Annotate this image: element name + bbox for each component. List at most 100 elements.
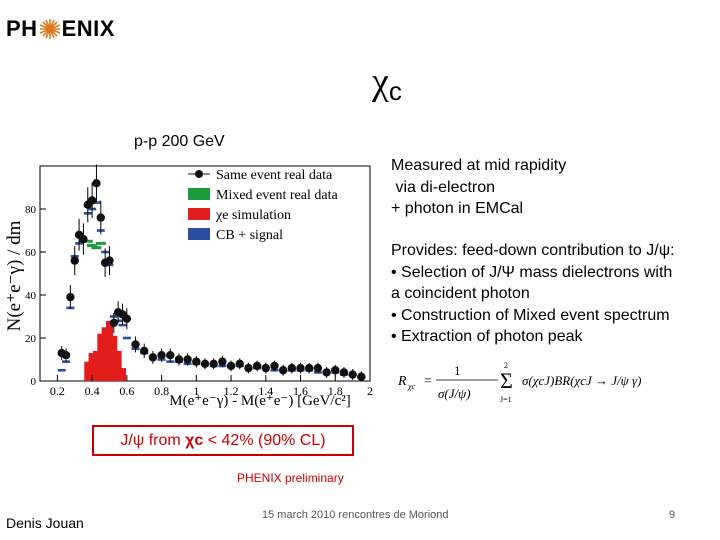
x-tick-label: 1.4 [258,384,273,398]
data-point [261,363,270,373]
x-tick-label: 1 [193,384,199,398]
data-point [166,351,175,360]
data-point [218,357,227,366]
measured-line-3: + photon in EMCal [391,200,524,217]
data-point [331,366,340,375]
data-point [92,179,101,188]
data-point [270,361,279,371]
x-tick-label: 0.4 [85,384,100,398]
sim-bar [114,350,122,381]
footer-author: Denis Jouan [6,515,84,531]
sim-bar [101,327,109,381]
data-point [61,351,71,360]
x-tick-label: 0.8 [154,384,169,398]
svg-text:=: = [424,374,432,389]
y-tick-label: 60 [25,247,37,259]
result-box: J/ψ from χc < 42% (90% CL) [92,425,354,456]
legend-label: Mixed event real data [216,188,338,203]
data-point [287,363,297,373]
measured-line-1: Measured at mid rapidity [391,157,567,174]
provides-line-3: a coincident photon [391,285,530,302]
y-tick-label: 80 [25,204,37,216]
x-tick-label: 2 [367,384,373,398]
sim-bar [97,333,105,381]
data-point [322,368,331,377]
phenix-star-icon [39,19,60,39]
formula-body: σ(χcJ)BR(χcJ → J/ψ γ) [522,373,641,388]
legend-marker [188,228,210,240]
mass-difference-chart: N(e⁺e⁻γ) / dm 0.2 0.4 0.6 0.8 1 1.2 1.4 1.6 1.8 2… [4,164,373,409]
footer-center: 15 march 2010 rencontres de Moriond [262,509,449,521]
data-point [183,355,192,364]
data-point [313,363,323,373]
result-prefix: J/ψ from [120,432,186,449]
y-axis-label: N(e⁺e⁻γ) / dm [4,220,25,331]
legend-marker [188,208,210,220]
data-point [244,363,253,373]
y-tick-label: 20 [25,333,37,345]
data-point [357,372,366,381]
ratio-formula: R χc = 1 σ(J/ψ) 2 Σ J=1 σ(χcJ)BR(χcJ → J… [398,361,641,404]
data-point [209,359,218,368]
formula-lhs-sub: χc [407,382,416,391]
data-point [87,196,97,205]
provides-line-5: • Extraction of photon peak [391,328,583,345]
logo-text-right: ENIX [61,16,115,41]
provides-line-2: • Selection of J/Ψ mass dielectrons with [391,263,673,281]
sim-bar [92,350,100,381]
measured-line-2: via di-electron [391,178,496,196]
sim-bar [105,320,113,381]
simulation-bars [84,320,126,381]
legend-label: CB + signal [216,228,283,243]
data-point [105,256,114,265]
slide-title: χc [372,60,402,107]
formula-sum-top: 2 [504,361,508,370]
data-point [235,359,244,368]
data-point [278,366,288,375]
x-tick-label: 1.6 [293,384,308,398]
data-point [348,370,357,379]
result-chi: χc [185,432,204,449]
data-point [192,357,201,366]
page-number: 9 [669,509,676,521]
legend-marker [188,188,210,200]
x-tick-label: 1.2 [224,384,239,398]
sim-bar [84,361,92,381]
collision-label: p-p 200 GeV [134,133,225,150]
data-point [200,359,210,368]
same-event-series [57,164,366,381]
plot-frame [39,165,371,382]
data-point [66,292,75,302]
data-point [96,213,105,222]
formula-sum-bottom: J=1 [500,395,512,404]
data-point [305,363,314,373]
x-tick-label: 1.8 [328,384,343,398]
data-point [70,256,79,265]
legend-label: χe simulation [215,208,291,223]
preliminary-label: PHENIX preliminary [237,471,344,485]
y-axis-label-group: N(e⁺e⁻γ) / dm [4,220,25,331]
data-point [140,346,149,356]
result-suffix: < 42% (90% CL) [203,432,326,449]
sim-bar [119,368,126,381]
legend-marker [195,170,203,178]
data-point [148,353,158,362]
measurement-text: Measured at mid rapidity via di-electron… [391,155,566,220]
phenix-logo: PH ENIX [6,16,115,42]
title-chi: χ [372,61,389,103]
formula-denominator: σ(J/ψ) [438,386,471,401]
data-point [339,368,349,377]
data-point [174,355,184,364]
sim-bar [110,335,118,381]
data-point [252,361,262,371]
x-axis-label: M(e⁺e⁻γ) - M(e⁺e⁻) [GeV/c²] [169,393,350,409]
y-tick-label: 0 [31,376,37,388]
data-point [157,351,166,360]
data-point [109,318,119,328]
title-sub: c [388,76,402,106]
legend-label: Same event real data [216,168,333,183]
formula-lhs: R [398,374,407,389]
formula-numerator: 1 [454,363,461,378]
logo-text-left: PH [6,16,38,41]
